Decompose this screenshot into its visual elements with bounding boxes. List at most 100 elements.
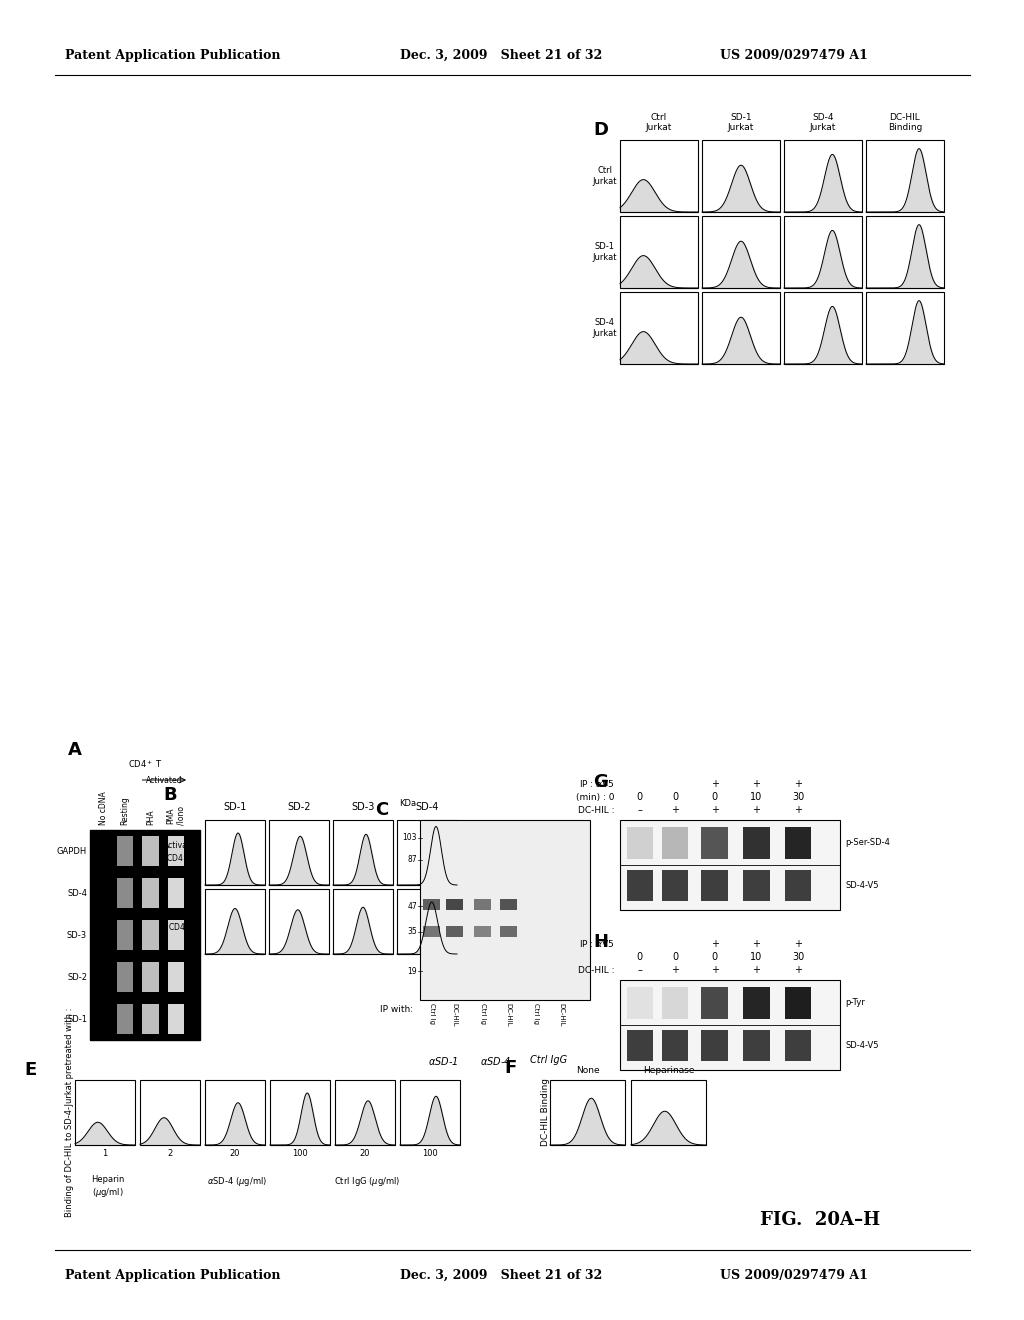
Bar [420, 820, 590, 1001]
Text: –: – [637, 805, 642, 814]
Text: B: B [163, 785, 177, 804]
Bar [333, 888, 393, 954]
Text: +: + [671, 805, 679, 814]
Text: $\alpha$SD-1: $\alpha$SD-1 [428, 1055, 458, 1067]
Bar [627, 1030, 653, 1061]
Text: 87: 87 [408, 855, 417, 865]
Text: Ctrl Ig: Ctrl Ig [429, 1003, 435, 1024]
Text: Ctrl Ig: Ctrl Ig [480, 1003, 486, 1024]
Text: SD-3: SD-3 [351, 803, 375, 812]
Text: 2: 2 [167, 1148, 173, 1158]
Bar [743, 870, 770, 902]
Text: KDa: KDa [399, 799, 417, 808]
Bar [142, 878, 159, 908]
Text: Ctrl
Jurkat: Ctrl Jurkat [646, 112, 672, 132]
Text: DC-HIL
Binding: DC-HIL Binding [888, 112, 923, 132]
Bar [743, 828, 770, 859]
Text: SD-4-V5: SD-4-V5 [845, 1041, 879, 1051]
Bar [631, 1080, 706, 1144]
Bar [866, 140, 944, 213]
Text: FIG.  20A–H: FIG. 20A–H [760, 1210, 880, 1229]
Text: H: H [593, 933, 608, 950]
Text: 35: 35 [408, 927, 417, 936]
Text: DC-HIL: DC-HIL [451, 1003, 457, 1027]
Text: +: + [711, 779, 719, 789]
Bar [168, 1005, 184, 1034]
Text: DC-HIL :: DC-HIL : [579, 807, 615, 814]
Text: No cDNA: No cDNA [98, 791, 108, 825]
Bar [75, 1080, 135, 1144]
Bar [620, 292, 698, 364]
Text: E: E [24, 1061, 36, 1078]
Bar [397, 888, 457, 954]
Text: +: + [795, 965, 802, 975]
Bar [140, 1080, 200, 1144]
Text: Dec. 3, 2009   Sheet 21 of 32: Dec. 3, 2009 Sheet 21 of 32 [400, 1269, 602, 1282]
Text: DC-HIL Binding: DC-HIL Binding [541, 1078, 550, 1147]
Bar [701, 987, 728, 1019]
Bar [168, 920, 184, 949]
Bar [550, 1080, 625, 1144]
Text: 30: 30 [793, 792, 804, 803]
Text: DC-HIL: DC-HIL [506, 1003, 511, 1027]
Bar [117, 837, 133, 866]
Text: Resting
CD4$^+$ T: Resting CD4$^+$ T [168, 911, 200, 933]
Text: Binding of DC-HIL to SD-4-Jurkat pretreated with :: Binding of DC-HIL to SD-4-Jurkat pretrea… [66, 1007, 75, 1217]
Text: +: + [753, 965, 761, 975]
Bar [205, 888, 265, 954]
Text: 20: 20 [229, 1148, 241, 1158]
Bar [168, 837, 184, 866]
Text: A: A [68, 741, 82, 759]
Text: $\alpha$SD-4: $\alpha$SD-4 [480, 1055, 511, 1067]
Text: 0: 0 [712, 952, 718, 962]
Text: +: + [711, 939, 719, 949]
Bar [423, 927, 440, 937]
Text: +: + [795, 779, 802, 789]
Text: Dec. 3, 2009   Sheet 21 of 32: Dec. 3, 2009 Sheet 21 of 32 [400, 49, 602, 62]
Bar [784, 140, 862, 213]
Text: Activated: Activated [145, 776, 182, 785]
Text: 100: 100 [422, 1148, 438, 1158]
Text: PHA: PHA [146, 809, 155, 825]
Text: SD-4
Jurkat: SD-4 Jurkat [593, 318, 617, 338]
Text: (min) : 0: (min) : 0 [577, 793, 615, 803]
Bar [743, 987, 770, 1019]
Bar [866, 292, 944, 364]
Bar [500, 927, 517, 937]
Bar [445, 899, 463, 909]
Text: SD-3: SD-3 [67, 931, 87, 940]
Text: CD4$^+$ T: CD4$^+$ T [128, 758, 163, 770]
Bar [205, 820, 265, 884]
Bar [142, 920, 159, 949]
Text: F: F [504, 1059, 516, 1077]
Text: +: + [711, 965, 719, 975]
Text: Ctrl Ig: Ctrl Ig [532, 1003, 539, 1024]
Bar [662, 870, 688, 902]
Text: C: C [376, 801, 389, 818]
Text: SD-1: SD-1 [223, 803, 247, 812]
Text: 0: 0 [672, 952, 678, 962]
Bar [620, 979, 840, 1071]
Bar [620, 140, 698, 213]
Text: 0: 0 [712, 792, 718, 803]
Bar [627, 987, 653, 1019]
Text: 10: 10 [751, 792, 763, 803]
Bar [866, 216, 944, 288]
Text: –: – [637, 965, 642, 975]
Bar [620, 216, 698, 288]
Text: Patent Application Publication: Patent Application Publication [65, 49, 281, 62]
Bar [117, 878, 133, 908]
Bar [90, 830, 200, 1040]
Text: 19: 19 [408, 966, 417, 975]
Bar [117, 920, 133, 949]
Bar [784, 216, 862, 288]
Bar [701, 870, 728, 902]
Text: D: D [593, 121, 608, 139]
Bar [400, 1080, 460, 1144]
Bar [785, 1030, 811, 1061]
Text: 20: 20 [359, 1148, 371, 1158]
Text: +: + [671, 965, 679, 975]
Text: US 2009/0297479 A1: US 2009/0297479 A1 [720, 1269, 868, 1282]
Bar [333, 820, 393, 884]
Text: 0: 0 [637, 792, 643, 803]
